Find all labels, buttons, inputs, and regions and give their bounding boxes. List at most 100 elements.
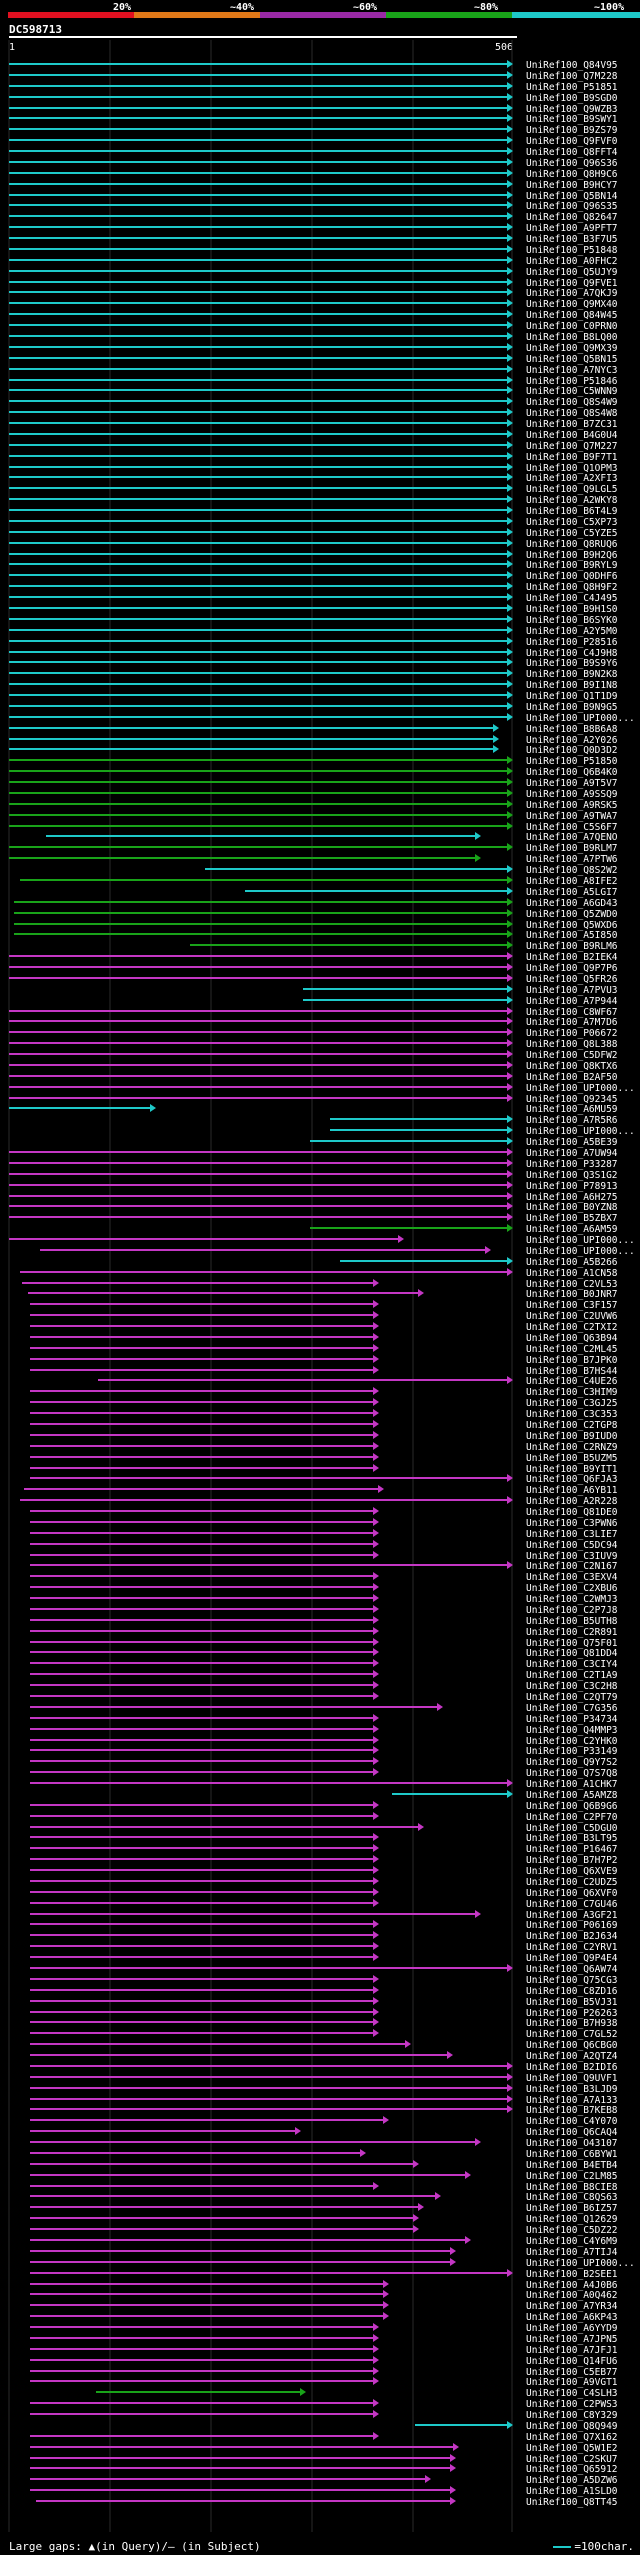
hit-label[interactable]: UniRef100_B8B6A8 [526,724,618,735]
hit-label[interactable]: UniRef100_C2YRV1 [526,1942,618,1953]
hit-row[interactable]: UniRef100_Q1OPM3 [9,463,618,474]
hit-label[interactable]: UniRef100_Q12629 [526,2214,618,2225]
hit-label[interactable]: UniRef100_Q81DD4 [526,1648,618,1659]
hit-row[interactable]: UniRef100_Q6B4K0 [9,767,618,778]
hit-label[interactable]: UniRef100_Q9P7P6 [526,963,618,974]
hit-row[interactable]: UniRef100_P51850 [9,756,618,767]
hit-label[interactable]: UniRef100_Q1T1D9 [526,691,618,702]
hit-row[interactable]: UniRef100_A2QTZ4 [30,2051,618,2062]
hit-label[interactable]: UniRef100_A6YYD9 [526,2323,618,2334]
hit-label[interactable]: UniRef100_C2VL53 [526,1279,618,1290]
hit-label[interactable]: UniRef100_UPI000... [526,1246,635,1257]
hit-label[interactable]: UniRef100_C2QT79 [526,1692,618,1703]
hit-label[interactable]: UniRef100_C3LIE7 [526,1529,618,1540]
hit-row[interactable]: UniRef100_Q84V95 [9,60,618,71]
hit-row[interactable]: UniRef100_B2J634 [30,1931,618,1942]
hit-label[interactable]: UniRef100_P26263 [526,2008,618,2019]
hit-row[interactable]: UniRef100_A5B266 [340,1257,618,1268]
hit-label[interactable]: UniRef100_A8IFE2 [526,876,618,887]
hit-row[interactable]: UniRef100_Q9FVF0 [9,136,618,147]
hit-row[interactable]: UniRef100_A9PFT7 [9,223,618,234]
hit-label[interactable]: UniRef100_A1SLD0 [526,2486,618,2497]
hit-label[interactable]: UniRef100_B9I1N8 [526,680,618,691]
hit-row[interactable]: UniRef100_Q0DHF6 [9,571,618,582]
hit-label[interactable]: UniRef100_B3LJD9 [526,2084,618,2095]
hit-label[interactable]: UniRef100_Q9Y7S2 [526,1757,618,1768]
hit-label[interactable]: UniRef100_P33149 [526,1746,618,1757]
hit-row[interactable]: UniRef100_B0JNR7 [28,1289,618,1300]
hit-label[interactable]: UniRef100_C5DC94 [526,1540,618,1551]
hit-label[interactable]: UniRef100_P28516 [526,637,618,648]
hit-label[interactable]: UniRef100_Q8KTX6 [526,1061,618,1072]
hit-row[interactable]: UniRef100_C4J495 [9,593,618,604]
hit-label[interactable]: UniRef100_Q8RUQ6 [526,539,618,550]
hit-row[interactable]: UniRef100_C3C2H8 [30,1681,618,1692]
hit-label[interactable]: UniRef100_C5YZE5 [526,528,618,539]
hit-label[interactable]: UniRef100_B9RLM7 [526,843,618,854]
hit-label[interactable]: UniRef100_Q5ZWD0 [526,909,618,920]
hit-label[interactable]: UniRef100_B9ZS79 [526,125,618,136]
hit-label[interactable]: UniRef100_Q6AW74 [526,1964,618,1975]
hit-row[interactable]: UniRef100_A6MU59 [9,1104,618,1115]
hit-label[interactable]: UniRef100_C3IUV9 [526,1551,618,1562]
hit-row[interactable]: UniRef100_Q7S7Q8 [30,1768,618,1779]
hit-row[interactable]: UniRef100_Q12629 [30,2214,618,2225]
hit-label[interactable]: UniRef100_A2WKY8 [526,495,618,506]
hit-row[interactable]: UniRef100_A5BE39 [310,1137,618,1148]
hit-row[interactable]: UniRef100_C5DC94 [30,1540,618,1551]
hit-label[interactable]: UniRef100_A7JFJ1 [526,2345,618,2356]
hit-label[interactable]: UniRef100_P51848 [526,245,618,256]
hit-row[interactable]: UniRef100_Q6AW74 [30,1964,618,1975]
hit-label[interactable]: UniRef100_C2YHK0 [526,1736,618,1747]
hit-row[interactable]: UniRef100_B4G0U4 [9,430,618,441]
hit-row[interactable]: UniRef100_Q3S1G2 [9,1170,618,1181]
hit-row[interactable]: UniRef100_Q4MMP3 [30,1725,618,1736]
hit-row[interactable]: UniRef100_C2WMJ3 [30,1594,618,1605]
hit-label[interactable]: UniRef100_B5UZM5 [526,1453,618,1464]
hit-row[interactable]: UniRef100_C2VL53 [22,1279,618,1290]
hit-row[interactable]: UniRef100_C4Y070 [30,2116,618,2127]
hit-label[interactable]: UniRef100_C4Y6M9 [526,2236,618,2247]
hit-label[interactable]: UniRef100_Q8TT45 [526,2497,618,2508]
hit-row[interactable]: UniRef100_P51846 [9,376,618,387]
hit-row[interactable]: UniRef100_P06672 [9,1028,618,1039]
hit-row[interactable]: UniRef100_A7M7D6 [9,1017,618,1028]
hit-label[interactable]: UniRef100_A6GD43 [526,898,618,909]
hit-row[interactable]: UniRef100_A7PVU3 [303,985,618,996]
hit-row[interactable]: UniRef100_Q5BN14 [9,191,618,202]
hit-label[interactable]: UniRef100_P34734 [526,1714,618,1725]
hit-row[interactable]: UniRef100_Q9LGL5 [9,484,618,495]
hit-row[interactable]: UniRef100_B9N9G5 [9,702,618,713]
hit-label[interactable]: UniRef100_A2Y5M0 [526,626,618,637]
hit-row[interactable]: UniRef100_Q5UJY9 [9,267,618,278]
hit-label[interactable]: UniRef100_C4UE26 [526,1376,618,1387]
hit-label[interactable]: UniRef100_C2PWS3 [526,2399,618,2410]
hit-label[interactable]: UniRef100_P06169 [526,1920,618,1931]
hit-label[interactable]: UniRef100_C2XBU6 [526,1583,618,1594]
hit-label[interactable]: UniRef100_B2SEE1 [526,2269,618,2280]
hit-label[interactable]: UniRef100_P51850 [526,756,618,767]
hit-row[interactable]: UniRef100_Q8FFT4 [9,147,618,158]
hit-row[interactable]: UniRef100_C2N167 [30,1561,618,1572]
hit-label[interactable]: UniRef100_Q96S36 [526,158,618,169]
hit-label[interactable]: UniRef100_P51851 [526,82,618,93]
hit-label[interactable]: UniRef100_B8LQ00 [526,332,618,343]
hit-label[interactable]: UniRef100_C8ZD16 [526,1986,618,1997]
hit-row[interactable]: UniRef100_C8Y329 [30,2410,618,2421]
hit-row[interactable]: UniRef100_Q5BN15 [9,354,618,365]
hit-label[interactable]: UniRef100_A7P944 [526,996,618,1007]
hit-label[interactable]: UniRef100_A7QKJ9 [526,288,618,299]
hit-label[interactable]: UniRef100_B8CIE8 [526,2182,618,2193]
hit-row[interactable]: UniRef100_Q7M228 [9,71,618,82]
hit-label[interactable]: UniRef100_C2TGP8 [526,1420,618,1431]
hit-row[interactable]: UniRef100_A1CN58 [20,1268,618,1279]
hit-row[interactable]: UniRef100_C2RNZ9 [30,1442,618,1453]
hit-row[interactable]: UniRef100_B9SGD0 [9,93,618,104]
hit-row[interactable]: UniRef100_C8ZD16 [30,1986,618,1997]
hit-label[interactable]: UniRef100_Q9LGL5 [526,484,618,495]
hit-label[interactable]: UniRef100_B5UTH8 [526,1616,618,1627]
hit-row[interactable]: UniRef100_Q9P4E4 [30,1953,618,1964]
hit-row[interactable]: UniRef100_O43107 [30,2138,618,2149]
hit-row[interactable]: UniRef100_B7H938 [30,2018,618,2029]
hit-row[interactable]: UniRef100_B7KEB8 [30,2105,618,2116]
